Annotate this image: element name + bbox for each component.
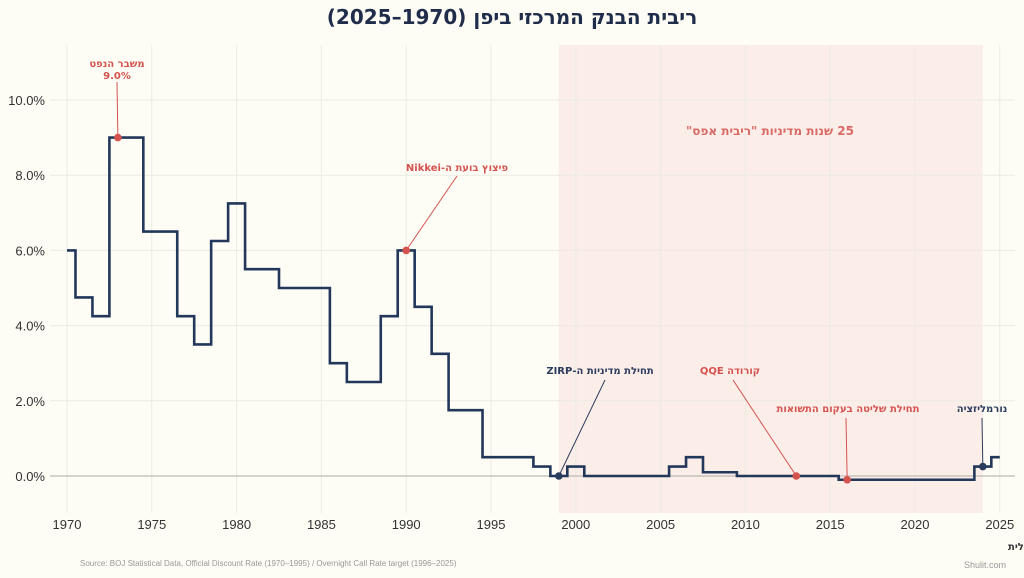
annotation-nikkei: פיצוץ בועת ה-Nikkei <box>406 163 509 174</box>
x-tick-label: 2000 <box>561 517 590 532</box>
x-tick-label: 1980 <box>222 517 251 532</box>
x-tick-label: 1985 <box>307 517 336 532</box>
annotation-ycc: תחילת שליטה בעקום התשואות <box>777 404 920 415</box>
annotation-qqe: קורודה QQE <box>700 366 760 377</box>
annotation-zirp: תחילת מדיניות ה-ZIRP <box>546 366 653 377</box>
x-tick-label: 2005 <box>646 517 675 532</box>
x-tick-label: 1990 <box>392 517 421 532</box>
x-tick-label: 2020 <box>901 517 930 532</box>
annotation-leader-line <box>558 379 606 477</box>
x-tick-label: 1970 <box>53 517 82 532</box>
annotation-point <box>114 133 122 142</box>
y-tick-label: 10.0% <box>8 93 45 108</box>
annotation-leader-line <box>732 379 797 477</box>
gridlines <box>50 45 1015 513</box>
x-tick-label: 2025 <box>985 517 1014 532</box>
brand-site: Shulit.com <box>964 560 1006 570</box>
annotation-point <box>843 475 851 484</box>
annotation-oil-crisis-value: 9.0% <box>103 71 131 82</box>
annotation-leader-line <box>981 417 984 467</box>
axis-ticks: 1970 1975 1980 1985 1990 1995 2000 2005 2010 2015… <box>8 93 1014 532</box>
annotation-leader-line <box>845 417 848 480</box>
annotation-leader-line <box>116 81 119 138</box>
annotation-points <box>114 133 987 484</box>
y-tick-label: 2.0% <box>15 394 45 409</box>
shaded-region-label: 25 שנות מדיניות "ריבית אפס" <box>686 124 854 138</box>
y-tick-label: 4.0% <box>15 319 45 334</box>
brand-name: תועלת שולית <box>1008 542 1024 553</box>
annotation-leaders <box>116 81 984 480</box>
y-tick-label: 8.0% <box>15 168 45 183</box>
annotation-leader-line <box>405 175 458 251</box>
annotation-point <box>402 246 411 255</box>
x-tick-label: 1995 <box>477 517 506 532</box>
source-note: Source: BOJ Statistical Data, Official D… <box>80 559 457 568</box>
x-tick-label: 1975 <box>137 517 166 532</box>
annotation-normalization: נורמליזציה <box>957 404 1008 415</box>
zero-rate-shaded-region <box>558 45 983 513</box>
rate-series-line <box>67 136 1000 482</box>
x-tick-label: 2015 <box>816 517 845 532</box>
x-tick-label: 2010 <box>731 517 760 532</box>
annotation-point <box>792 472 801 480</box>
y-tick-label: 0.0% <box>15 469 45 484</box>
annotation-oil-crisis: משבר הנפט <box>89 59 144 70</box>
annotation-point <box>979 462 987 471</box>
annotation-point <box>555 472 563 480</box>
chart-title: ריבית הבנק המרכזי ביפן (1970–2025) <box>327 5 697 29</box>
y-tick-label: 6.0% <box>15 243 45 258</box>
